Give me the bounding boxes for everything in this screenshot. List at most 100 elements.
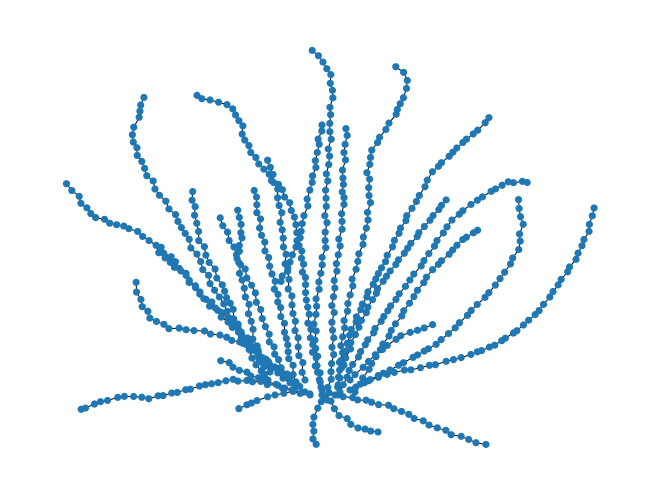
graph-node bbox=[349, 393, 357, 402]
graph-node bbox=[211, 304, 219, 312]
graph-node bbox=[298, 268, 307, 276]
graph-node bbox=[125, 225, 133, 233]
graph-node bbox=[331, 284, 339, 292]
graph-node bbox=[342, 354, 350, 362]
graph-node bbox=[368, 296, 377, 304]
graph-node bbox=[320, 392, 328, 400]
graph-node bbox=[585, 220, 593, 228]
graph-node bbox=[401, 282, 410, 290]
graph-node bbox=[384, 307, 392, 315]
graph-node bbox=[274, 185, 282, 193]
graph-node bbox=[238, 332, 246, 340]
graph-node bbox=[286, 378, 294, 386]
graph-node bbox=[347, 325, 355, 334]
graph-node bbox=[346, 386, 354, 394]
graph-node bbox=[206, 96, 214, 104]
graph-node bbox=[250, 186, 258, 195]
graph-node bbox=[195, 382, 204, 390]
graph-node bbox=[92, 214, 100, 222]
graph-node bbox=[473, 196, 481, 204]
graph-node bbox=[362, 396, 370, 404]
graph-node bbox=[406, 276, 414, 284]
graph-node bbox=[313, 302, 321, 310]
graph-node bbox=[347, 339, 355, 347]
graph-node bbox=[308, 172, 317, 180]
graph-node bbox=[253, 209, 261, 217]
graph-node bbox=[365, 365, 373, 373]
graph-node bbox=[318, 127, 326, 135]
graph-node bbox=[83, 204, 91, 212]
graph-node bbox=[327, 397, 335, 405]
graph-node bbox=[368, 146, 376, 154]
graph-node bbox=[361, 425, 369, 433]
graph-node bbox=[279, 243, 288, 251]
graph-node bbox=[253, 201, 261, 209]
graph-node bbox=[133, 144, 141, 152]
graph-node bbox=[296, 389, 304, 398]
graph-node bbox=[478, 193, 486, 201]
graph-node bbox=[539, 300, 548, 308]
graph-node bbox=[321, 212, 329, 220]
graph-node bbox=[328, 302, 336, 310]
graph-node bbox=[295, 352, 303, 360]
graph-node bbox=[185, 276, 193, 285]
graph-node bbox=[514, 196, 523, 204]
graph-node bbox=[315, 278, 323, 286]
graph-node bbox=[262, 355, 270, 363]
graph-node bbox=[409, 353, 417, 362]
graph-node bbox=[330, 405, 338, 413]
graph-node bbox=[362, 224, 370, 232]
graph-node bbox=[385, 119, 393, 127]
graph-node bbox=[269, 170, 277, 179]
graph-node bbox=[346, 376, 354, 384]
graph-node bbox=[172, 211, 180, 219]
graph-node bbox=[352, 265, 360, 273]
graph-node bbox=[312, 310, 320, 319]
graph-node bbox=[235, 241, 243, 250]
graph-node bbox=[338, 210, 346, 218]
graph-node bbox=[506, 260, 515, 268]
graph-node bbox=[292, 378, 300, 386]
graph-node bbox=[137, 295, 145, 304]
graph-node bbox=[419, 417, 427, 425]
graph-node bbox=[245, 300, 253, 308]
graph-node bbox=[519, 220, 527, 228]
graph-node bbox=[291, 317, 299, 325]
graph-node bbox=[442, 357, 450, 365]
graph-node bbox=[253, 342, 261, 350]
graph-node bbox=[205, 271, 213, 279]
graph-node bbox=[572, 255, 580, 263]
graph-node bbox=[334, 251, 342, 259]
graph-node bbox=[371, 351, 379, 359]
graph-node bbox=[286, 199, 294, 207]
graph-node bbox=[314, 135, 322, 143]
graph-node bbox=[346, 345, 355, 353]
graph-node bbox=[444, 329, 453, 338]
graph-node bbox=[309, 420, 317, 429]
graph-node bbox=[247, 342, 255, 350]
graph-node bbox=[361, 341, 369, 349]
graph-node bbox=[309, 435, 317, 443]
graph-node bbox=[339, 393, 347, 401]
graph-node bbox=[340, 194, 348, 202]
graph-node bbox=[312, 163, 320, 172]
graph-node bbox=[271, 277, 279, 285]
graph-node bbox=[326, 111, 335, 119]
graph-node bbox=[369, 280, 377, 288]
graph-node bbox=[284, 267, 292, 275]
graph-node bbox=[272, 380, 280, 388]
graph-node bbox=[496, 275, 504, 283]
graph-node bbox=[278, 272, 286, 280]
graph-node bbox=[362, 309, 370, 317]
graph-node bbox=[465, 435, 473, 444]
graph-node bbox=[275, 201, 283, 210]
graph-node bbox=[277, 364, 285, 372]
graph-node bbox=[306, 186, 314, 194]
graph-node bbox=[328, 326, 337, 334]
graph-node bbox=[294, 343, 302, 351]
graph-node bbox=[247, 148, 255, 157]
graph-node bbox=[215, 98, 223, 106]
graph-node bbox=[481, 119, 489, 127]
graph-node bbox=[340, 361, 348, 369]
graph-node bbox=[186, 385, 194, 393]
